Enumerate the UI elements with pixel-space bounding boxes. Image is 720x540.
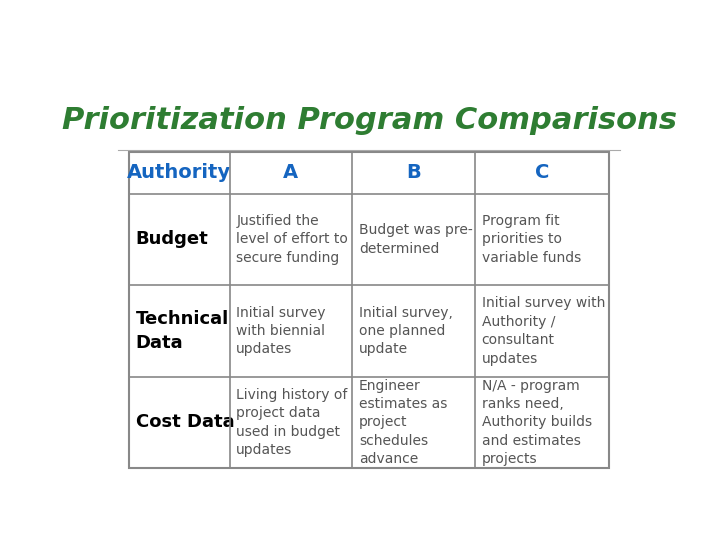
Text: C: C <box>535 164 549 183</box>
Text: Budget: Budget <box>136 231 209 248</box>
Text: Living history of
project data
used in budget
updates: Living history of project data used in b… <box>236 388 348 457</box>
Bar <box>129 152 609 468</box>
Text: Engineer
estimates as
project
schedules
advance: Engineer estimates as project schedules … <box>359 379 447 466</box>
Text: Justified the
level of effort to
secure funding: Justified the level of effort to secure … <box>236 214 348 265</box>
Text: Initial survey,
one planned
update: Initial survey, one planned update <box>359 306 453 356</box>
Text: Budget was pre-
determined: Budget was pre- determined <box>359 223 473 255</box>
Text: Prioritization Program Comparisons: Prioritization Program Comparisons <box>61 106 677 136</box>
Text: A: A <box>283 164 299 183</box>
Text: Authority: Authority <box>127 164 231 183</box>
Text: N/A - program
ranks need,
Authority builds
and estimates
projects: N/A - program ranks need, Authority buil… <box>482 379 592 466</box>
Text: Technical
Data: Technical Data <box>136 310 229 352</box>
Text: Initial survey
with biennial
updates: Initial survey with biennial updates <box>236 306 325 356</box>
Text: Initial survey with
Authority /
consultant
updates: Initial survey with Authority / consulta… <box>482 296 605 366</box>
Text: Cost Data: Cost Data <box>136 414 235 431</box>
Text: B: B <box>406 164 421 183</box>
Text: Program fit
priorities to
variable funds: Program fit priorities to variable funds <box>482 214 581 265</box>
